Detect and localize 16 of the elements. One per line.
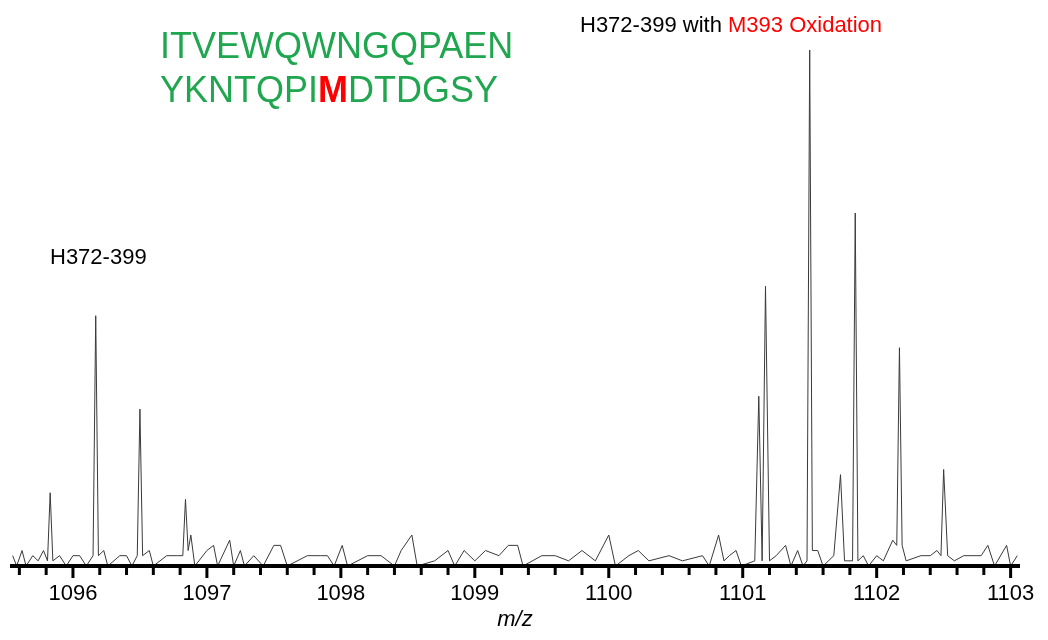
x-tick-label: 1103 (986, 580, 1035, 605)
text: H372-399 with (580, 12, 723, 37)
text: M393 Oxidation (728, 12, 883, 37)
annotation: DTDGSY (348, 69, 499, 110)
x-axis-title: m/z (497, 606, 533, 631)
x-tick-label: 1097 (182, 580, 232, 605)
annotation: YKNTQPI (160, 69, 319, 110)
annotation: H372-399 (50, 244, 147, 270)
x-tick-label: 1098 (316, 580, 366, 605)
x-tick-label: 1101 (719, 580, 767, 605)
annotation: M (318, 69, 349, 110)
annotation: ITVEWQWNGQPAEN (160, 25, 514, 66)
x-tick-label: 1099 (450, 580, 500, 605)
x-tick-label: 1102 (853, 580, 901, 605)
x-tick-label: 1100 (585, 580, 633, 605)
x-tick-label: 1096 (48, 580, 98, 605)
